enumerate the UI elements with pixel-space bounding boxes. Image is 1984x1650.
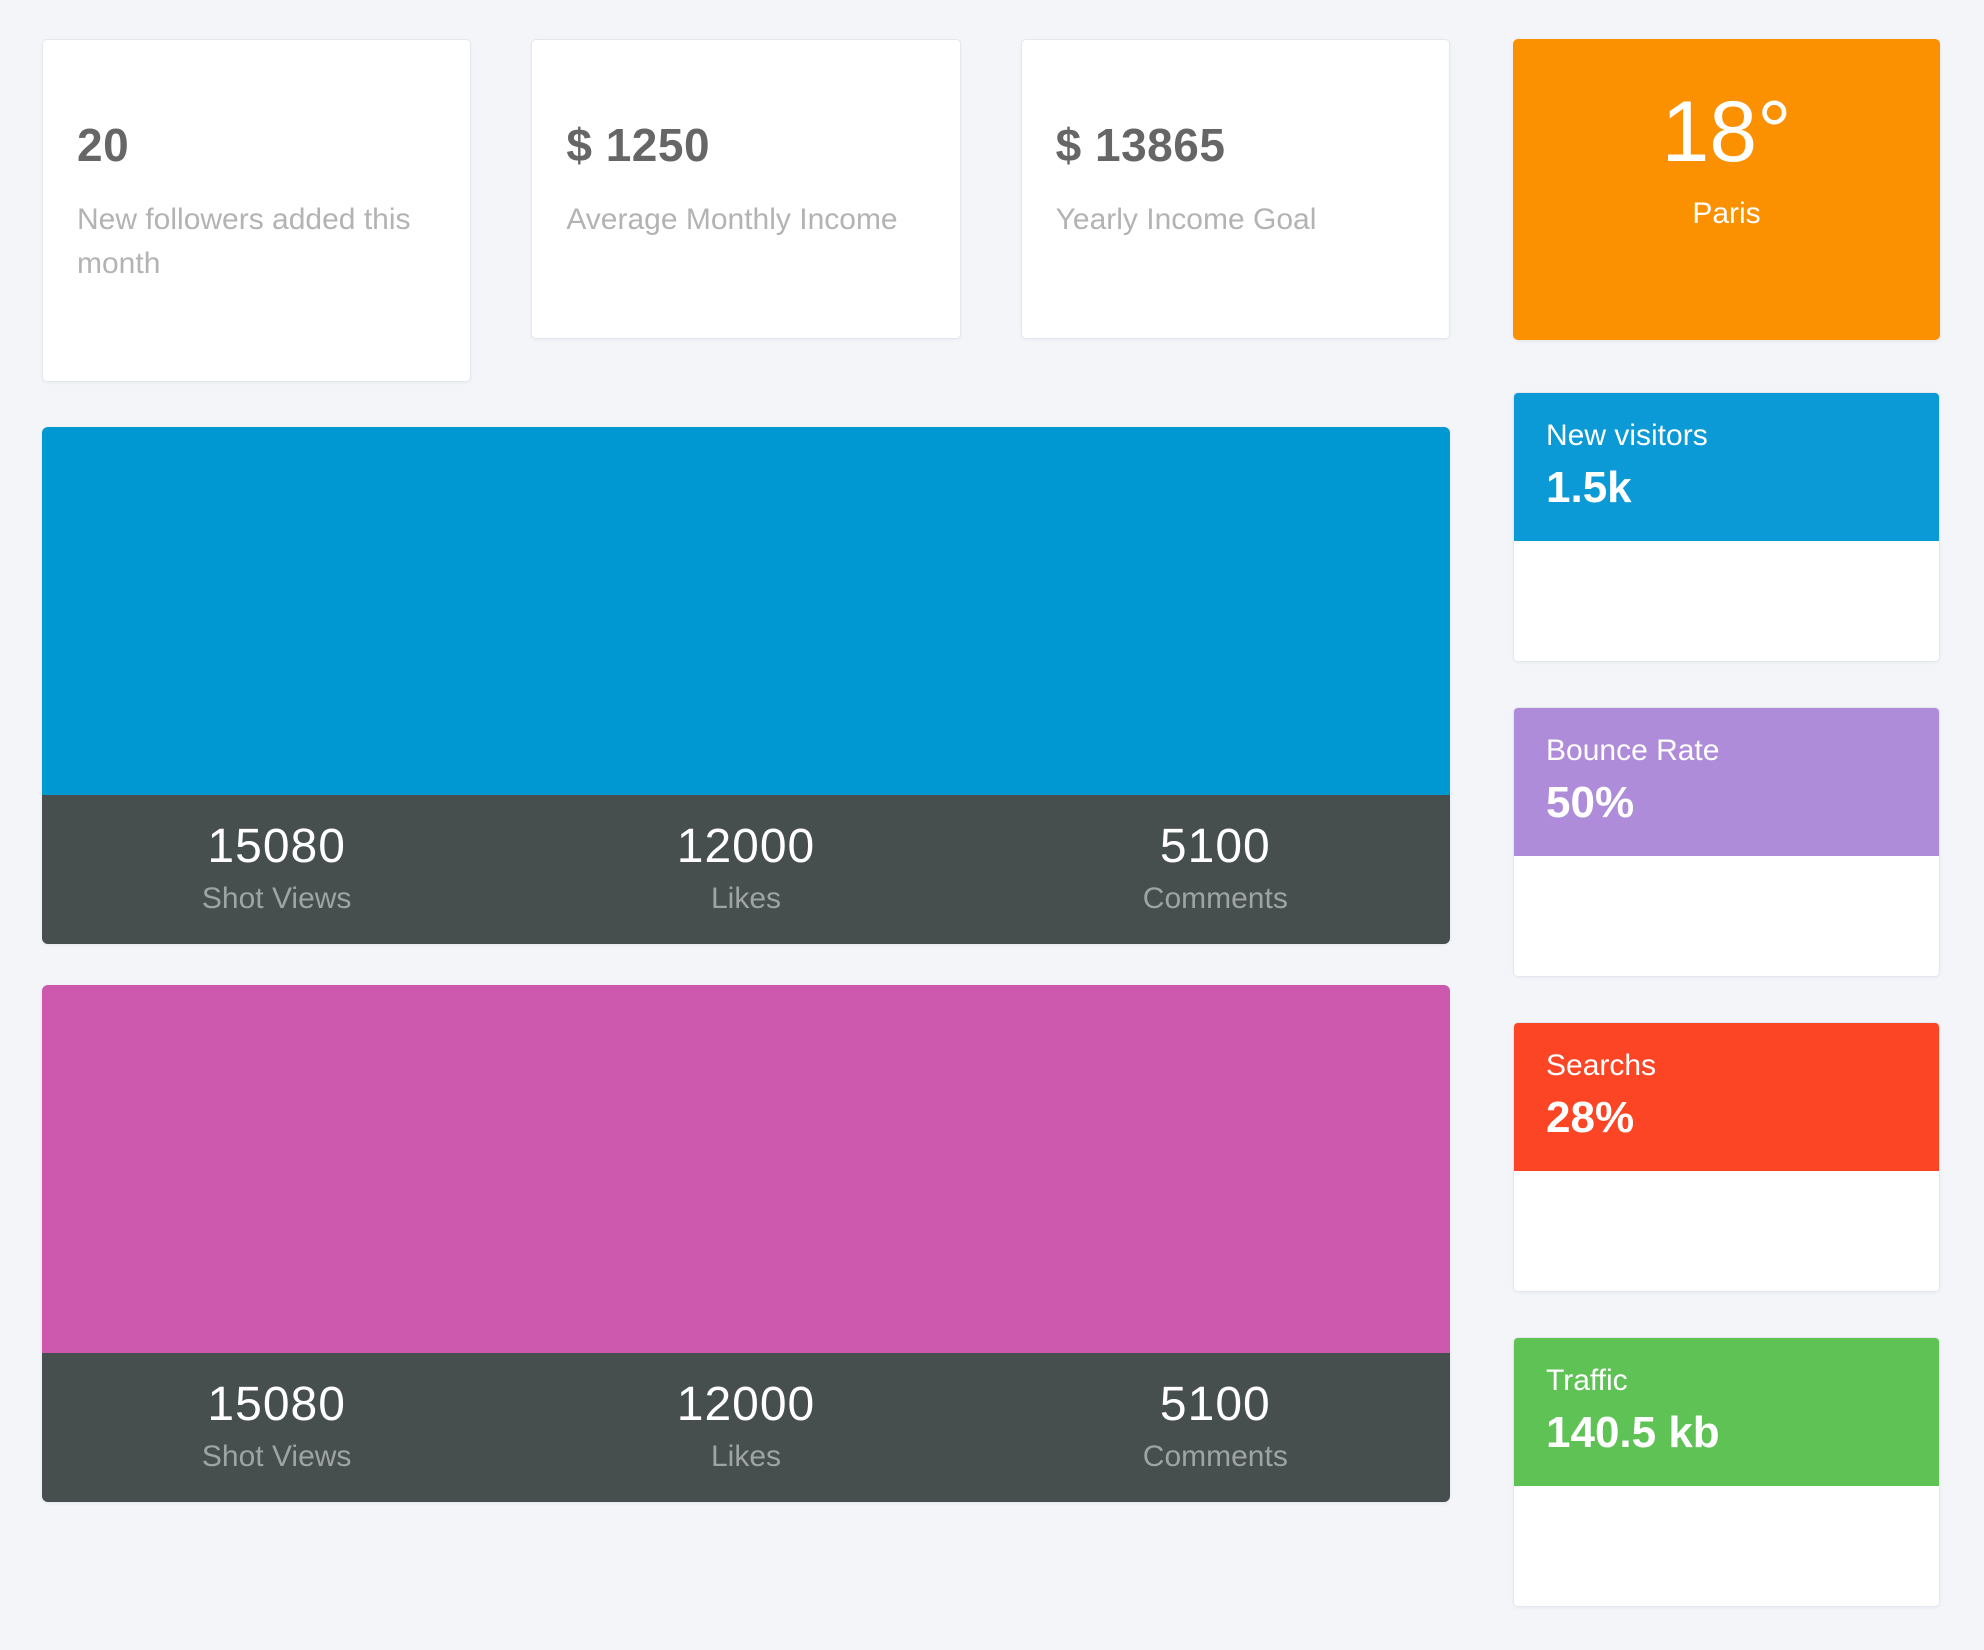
engagement-panel-blue-hero	[42, 427, 1450, 795]
right-column: 18° Paris New visitors 1.5k Bounce Rate …	[1513, 39, 1940, 1650]
searchs-title: Searchs	[1546, 1049, 1657, 1082]
shot-views-stat: 15080 Shot Views	[42, 1377, 511, 1474]
engagement-panel-blue-footer: 15080 Shot Views 12000 Likes 5100 Commen…	[42, 795, 1450, 944]
yearly-goal-label: Yearly Income Goal	[1055, 203, 1317, 236]
likes-label: Likes	[710, 1440, 782, 1473]
comments-label: Comments	[1142, 882, 1288, 915]
likes-label: Likes	[710, 882, 782, 915]
new-visitors-header: New visitors 1.5k	[1514, 393, 1939, 541]
new-visitors-value: 1.5k	[1546, 463, 1632, 512]
new-visitors-title: New visitors	[1546, 419, 1708, 452]
comments-value: 5100	[1159, 820, 1271, 873]
stat-card-yearly-goal: $ 13865 Yearly Income Goal	[1020, 39, 1450, 339]
monthly-income-label: Average Monthly Income	[566, 203, 898, 236]
monthly-income-value: $ 1250	[566, 119, 711, 171]
engagement-panel-magenta-hero	[42, 985, 1450, 1353]
stat-card-monthly-income: $ 1250 Average Monthly Income	[531, 39, 961, 339]
weather-temperature: 18°	[1661, 84, 1792, 180]
new-followers-value: 20	[77, 119, 130, 171]
traffic-body	[1514, 1486, 1939, 1606]
shot-views-label: Shot Views	[201, 882, 352, 915]
shot-views-label: Shot Views	[201, 1440, 352, 1473]
weather-card: 18° Paris	[1513, 39, 1940, 340]
comments-stat: 5100 Comments	[981, 1377, 1450, 1474]
shot-views-value: 15080	[207, 820, 346, 873]
searchs-header: Searchs 28%	[1514, 1023, 1939, 1171]
stat-card-new-followers: 20 New followers added this month	[42, 39, 472, 382]
likes-stat: 12000 Likes	[511, 819, 980, 916]
engagement-panel-magenta-footer: 15080 Shot Views 12000 Likes 5100 Commen…	[42, 1353, 1450, 1502]
bounce-rate-value: 50%	[1546, 778, 1635, 827]
likes-value: 12000	[676, 820, 816, 873]
yearly-goal-value: $ 13865	[1055, 119, 1226, 171]
searchs-value: 28%	[1546, 1093, 1635, 1142]
weather-city: Paris	[1692, 197, 1761, 230]
stats-row: 20 New followers added this month $ 1250…	[42, 39, 1450, 382]
new-visitors-body	[1514, 541, 1939, 661]
engagement-panel-blue: 15080 Shot Views 12000 Likes 5100 Commen…	[42, 427, 1450, 944]
bounce-rate-body	[1514, 856, 1939, 976]
side-card-new-visitors: New visitors 1.5k	[1513, 392, 1940, 662]
new-followers-label: New followers added this month	[77, 203, 411, 280]
main-column: 20 New followers added this month $ 1250…	[42, 39, 1450, 1650]
shot-views-value: 15080	[207, 1378, 346, 1431]
comments-value: 5100	[1159, 1378, 1271, 1431]
searchs-body	[1514, 1171, 1939, 1291]
bounce-rate-header: Bounce Rate 50%	[1514, 708, 1939, 856]
traffic-header: Traffic 140.5 kb	[1514, 1338, 1939, 1486]
likes-stat: 12000 Likes	[511, 1377, 980, 1474]
engagement-panel-magenta: 15080 Shot Views 12000 Likes 5100 Commen…	[42, 985, 1450, 1502]
side-card-bounce-rate: Bounce Rate 50%	[1513, 707, 1940, 977]
shot-views-stat: 15080 Shot Views	[42, 819, 511, 916]
side-card-traffic: Traffic 140.5 kb	[1513, 1337, 1940, 1607]
comments-label: Comments	[1142, 1440, 1288, 1473]
side-card-searchs: Searchs 28%	[1513, 1022, 1940, 1292]
comments-stat: 5100 Comments	[981, 819, 1450, 916]
bounce-rate-title: Bounce Rate	[1546, 734, 1720, 767]
traffic-value: 140.5 kb	[1546, 1408, 1720, 1457]
traffic-title: Traffic	[1546, 1364, 1628, 1397]
likes-value: 12000	[676, 1378, 816, 1431]
